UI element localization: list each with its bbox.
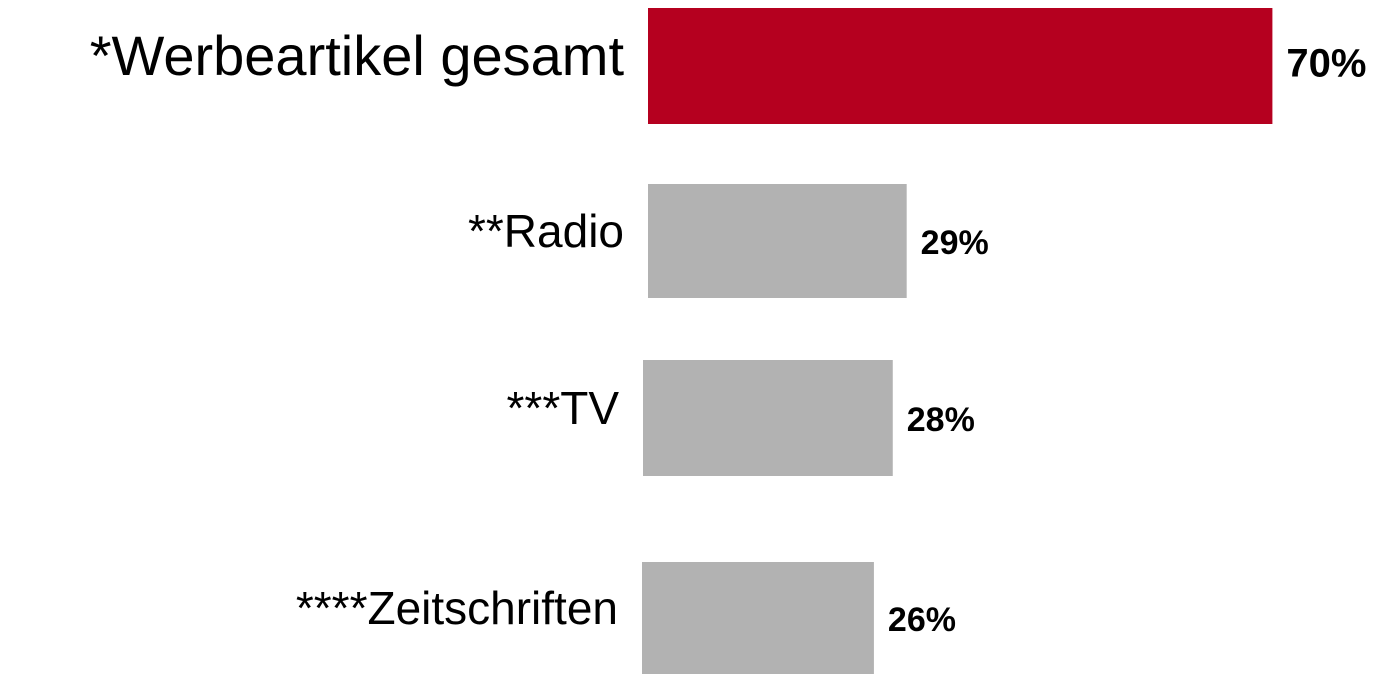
bar bbox=[643, 360, 893, 476]
value-label: 29% bbox=[921, 224, 989, 262]
bar bbox=[648, 184, 907, 298]
category-label: ****Zeitschriften bbox=[296, 582, 618, 634]
category-label: *Werbeartikel gesamt bbox=[90, 24, 625, 87]
bar bbox=[648, 8, 1273, 124]
bar bbox=[642, 562, 874, 674]
value-label: 70% bbox=[1286, 42, 1366, 86]
category-label: ***TV bbox=[507, 382, 620, 434]
value-label: 28% bbox=[907, 401, 975, 439]
category-label: **Radio bbox=[468, 205, 624, 257]
value-label: 26% bbox=[888, 601, 956, 639]
